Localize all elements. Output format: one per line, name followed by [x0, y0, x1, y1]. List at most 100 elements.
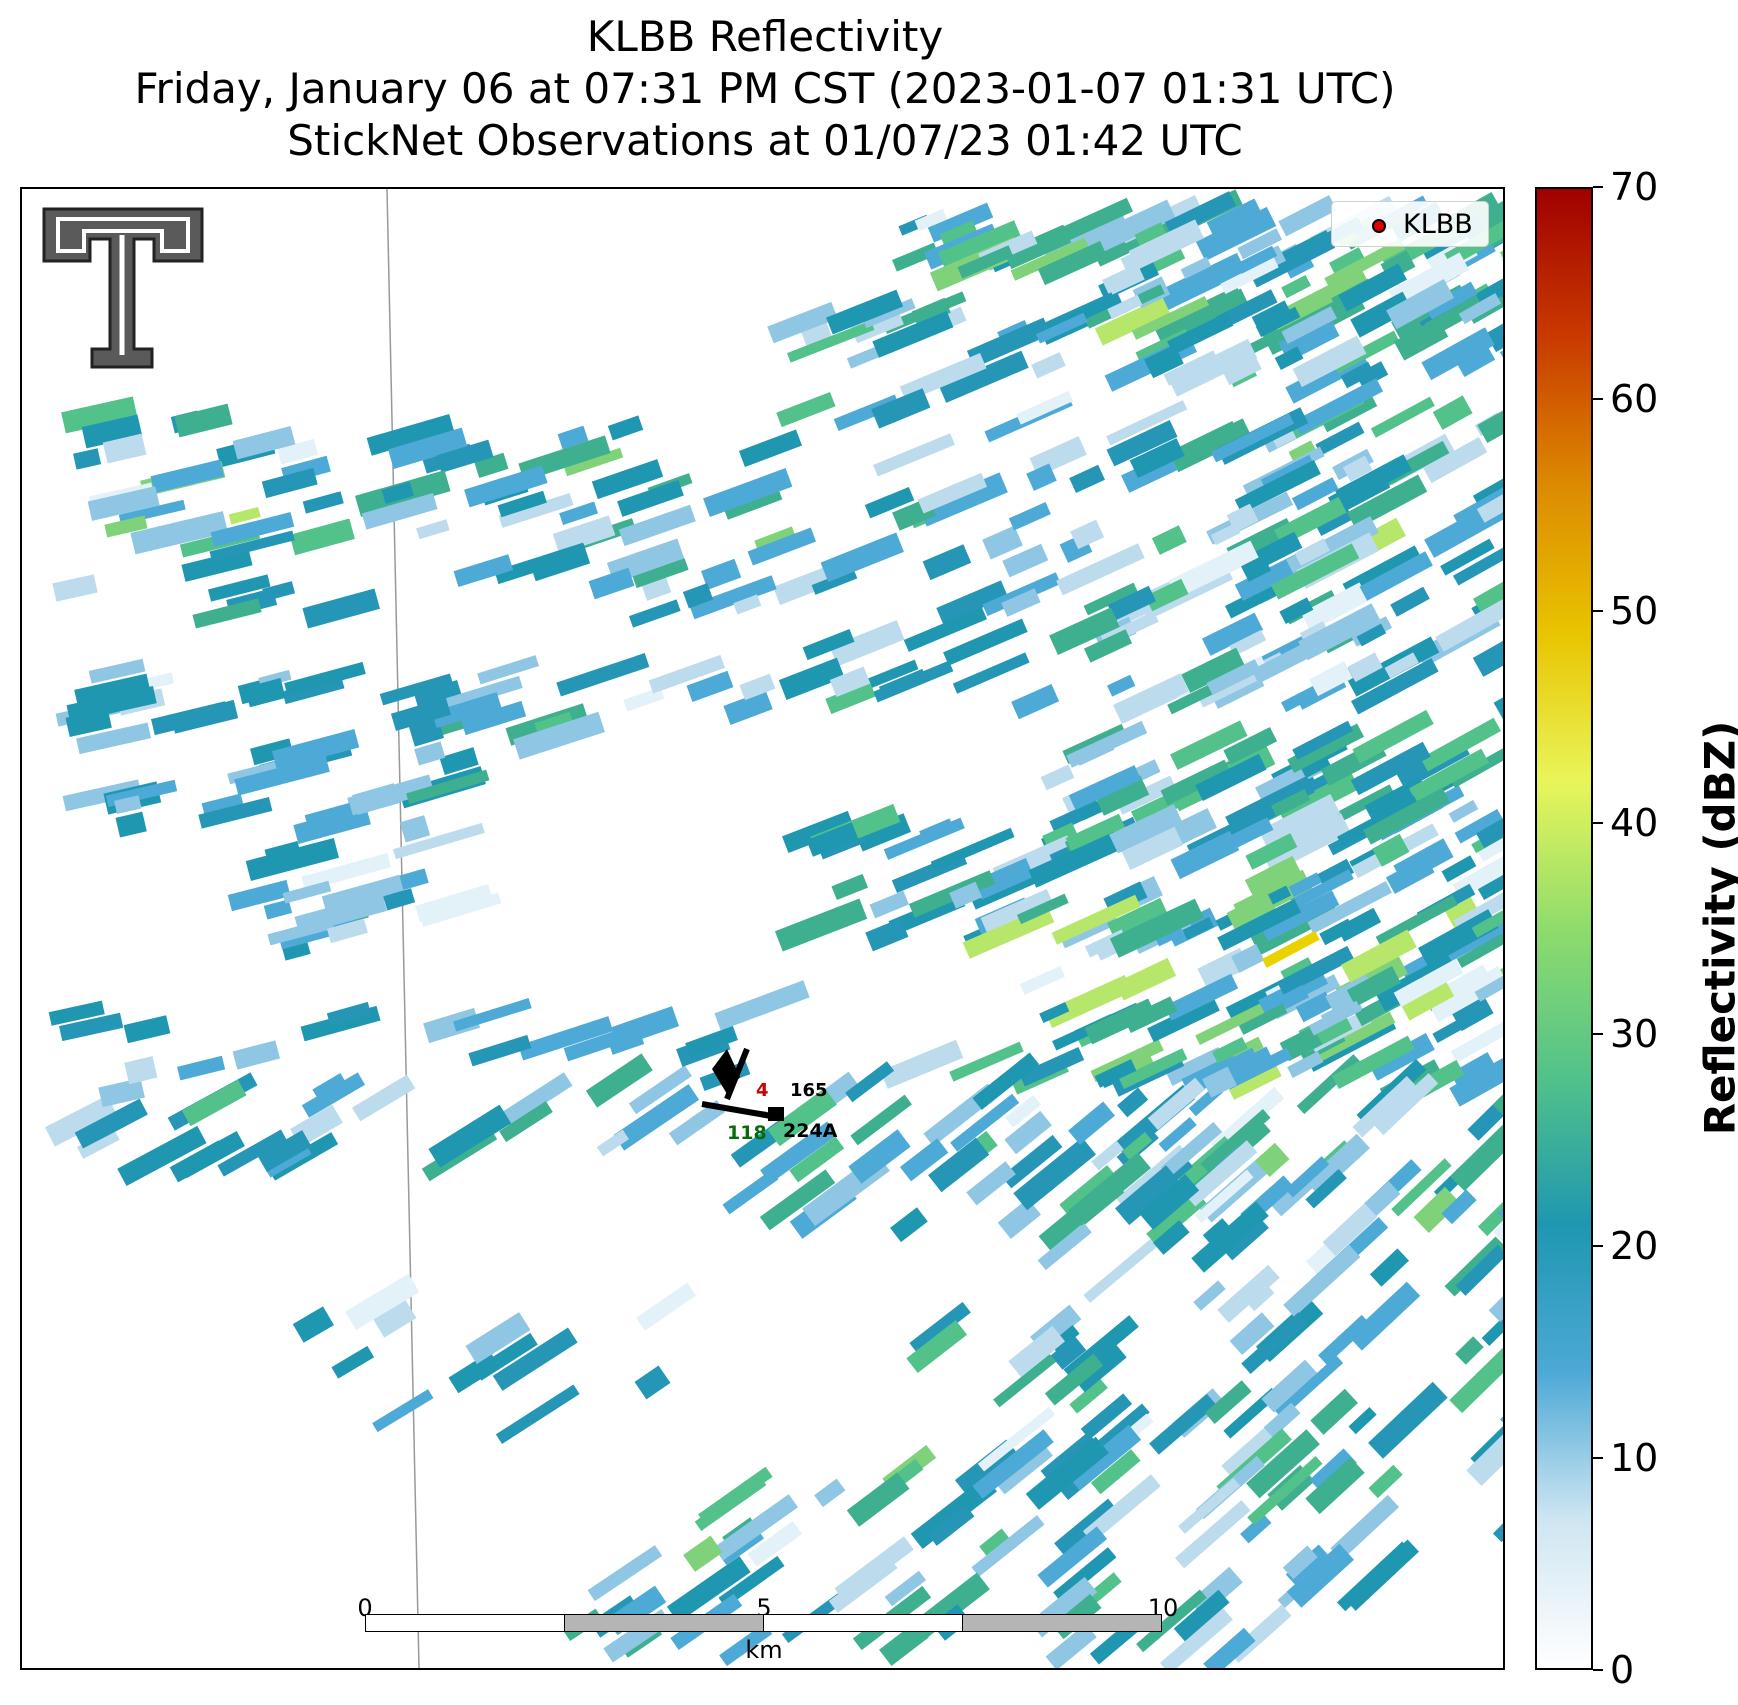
radar-gate: [1069, 464, 1105, 494]
radar-gate: [497, 490, 547, 518]
radar-gate: [952, 652, 1030, 694]
radar-gate: [477, 655, 539, 685]
radar-gate: [1368, 1381, 1448, 1459]
radar-gate: [833, 394, 900, 432]
radar-gate: [1226, 503, 1259, 533]
radar-gate: [811, 568, 858, 595]
radar-gate: [1373, 1073, 1439, 1136]
radar-gate: [88, 658, 146, 684]
radar-gate: [1201, 612, 1264, 656]
radar-gate: [170, 699, 239, 734]
radar-gate: [1045, 1623, 1097, 1668]
radar-gate: [217, 1129, 288, 1177]
radar-gate: [747, 1520, 803, 1567]
radar-gate: [760, 1121, 838, 1184]
radar-gate: [414, 741, 446, 766]
radar-gate: [1191, 1201, 1269, 1273]
radar-gate: [1065, 813, 1126, 852]
radar-gate: [1226, 892, 1276, 930]
radar-gate: [1220, 257, 1279, 295]
radar-gate: [1167, 312, 1234, 355]
radar-gate: [778, 657, 845, 700]
radar-gate: [786, 320, 875, 363]
radar-gate: [1471, 904, 1503, 938]
radar-gate: [767, 1088, 837, 1147]
radar-gate: [1037, 1526, 1108, 1588]
radar-gate: [1281, 306, 1338, 344]
colorbar-tick: [1593, 1033, 1603, 1036]
radar-map[interactable]: 4 165 118 224A KLBB 0 5 10 km: [20, 187, 1505, 1670]
radar-gate: [1113, 673, 1190, 725]
sticknet-station-plot: 4 165 118 224A: [701, 1047, 838, 1144]
radar-gate: [390, 697, 451, 731]
radar-gate: [1193, 1280, 1226, 1311]
radar-gate: [1440, 538, 1495, 576]
radar-gate: [464, 465, 548, 508]
radar-gate: [557, 425, 589, 450]
radar-gate: [1338, 263, 1407, 312]
radar-gate: [257, 1130, 312, 1172]
radar-gate: [177, 1055, 226, 1081]
radar-gate: [331, 1345, 375, 1379]
radar-gate: [722, 1169, 779, 1215]
radar-gate: [413, 680, 463, 711]
radar-gate: [372, 1299, 417, 1338]
radar-gate: [1240, 1513, 1272, 1544]
radar-gate: [301, 853, 392, 891]
radar-gate: [587, 1545, 663, 1602]
radar-gate: [181, 548, 253, 582]
radar-gate: [949, 1041, 1024, 1082]
radar-gate: [922, 544, 972, 581]
radar-gate: [58, 1012, 124, 1042]
radar-gate: [1386, 279, 1455, 330]
radar-gate: [1068, 765, 1142, 810]
radar-gate: [1444, 1236, 1503, 1297]
radar-gate: [518, 1016, 614, 1061]
radar-gate: [865, 918, 909, 952]
radar-gate: [1473, 798, 1503, 862]
radar-gate: [607, 415, 644, 441]
radar-gate: [585, 1053, 653, 1108]
radar-gate: [806, 822, 859, 857]
radar-gate: [76, 722, 152, 755]
radar-gate: [1217, 898, 1302, 951]
radar-gates: [44, 189, 1503, 1668]
radar-gate: [971, 1515, 1045, 1577]
radar-gate: [966, 317, 1051, 368]
colorbar-tick-label: 20: [1610, 1224, 1659, 1269]
radar-gate: [1025, 1436, 1109, 1510]
radar-gate: [1016, 893, 1069, 925]
radar-gate: [1131, 295, 1210, 340]
radar-gate: [884, 1570, 927, 1607]
radar-gate: [825, 681, 876, 715]
radar-gate: [1234, 460, 1321, 514]
radar-gate: [1229, 1312, 1275, 1356]
radar-gate: [1500, 1385, 1503, 1429]
radar-gate: [814, 1478, 846, 1508]
station-label-165: 165: [790, 1080, 828, 1101]
radar-gate: [930, 827, 1015, 871]
radar-gate: [632, 558, 689, 589]
radar-gate: [501, 1072, 573, 1127]
radar-gate: [1424, 295, 1484, 337]
radar-gate: [1428, 965, 1503, 1023]
title-line-2: Friday, January 06 at 07:31 PM CST (2023…: [134, 64, 1396, 113]
radar-gate: [1002, 543, 1049, 578]
radar-gate: [419, 892, 502, 927]
radar-gate: [1448, 799, 1479, 823]
radar-gate: [1450, 1016, 1503, 1063]
radar-gate: [1421, 327, 1495, 381]
radar-gate: [1359, 551, 1433, 601]
scalebar-unit: km: [745, 1636, 783, 1664]
radar-gate: [1363, 787, 1451, 845]
radar-gate: [1274, 346, 1304, 371]
radar-gate: [1449, 1339, 1503, 1414]
radar-gate: [880, 1039, 964, 1089]
radar-gate: [563, 447, 624, 477]
radar-gate: [1165, 1046, 1225, 1086]
radar-gate: [1093, 199, 1176, 253]
radar-gate: [271, 729, 360, 770]
radar-gate: [613, 1084, 700, 1151]
radar-gate: [1352, 1075, 1417, 1138]
radar-gate: [714, 980, 810, 1031]
